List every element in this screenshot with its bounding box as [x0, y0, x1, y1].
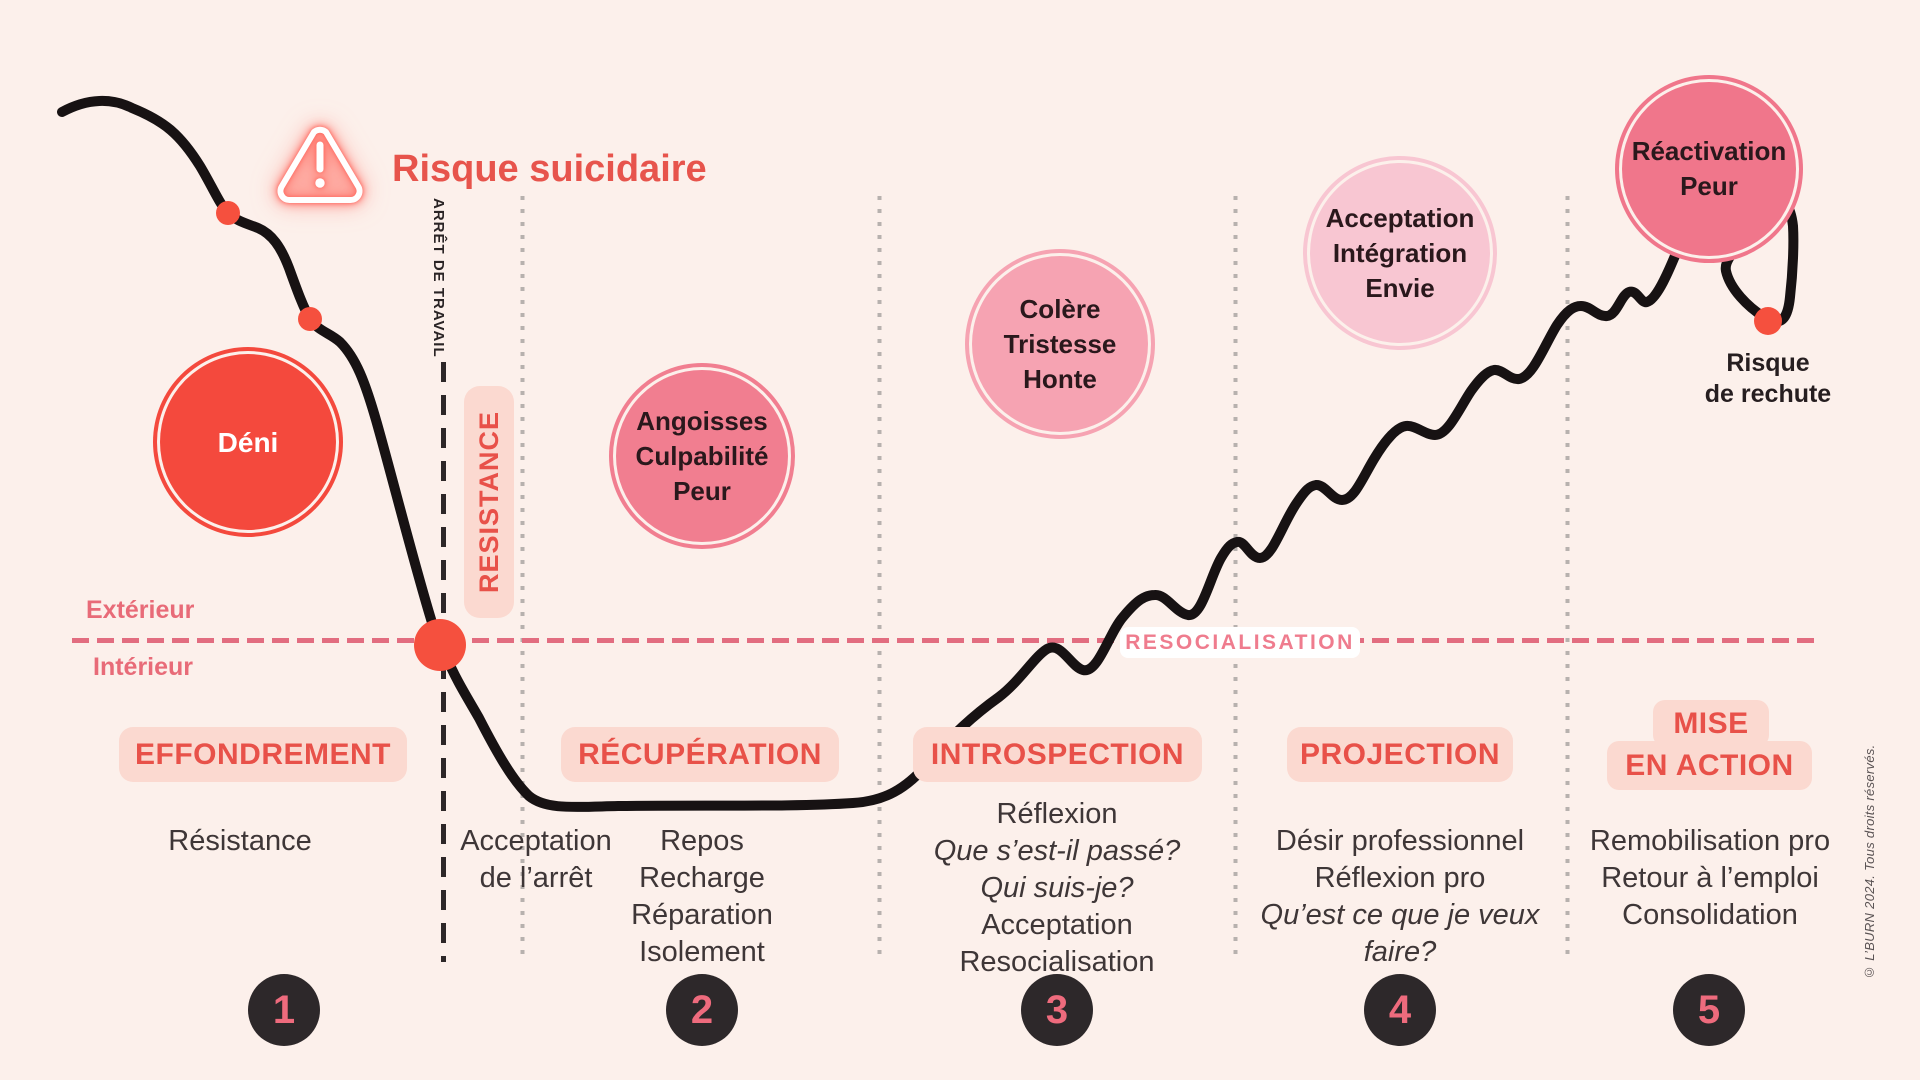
step-number-text: 3: [1045, 987, 1069, 1032]
phase-title: EN ACTION: [1625, 748, 1794, 782]
bubble-colere: Colère Tristesse Honte: [972, 256, 1148, 432]
suicide-risk-label: Risque suicidaire: [392, 148, 707, 190]
bubble-line: Peur: [673, 475, 731, 506]
desc-line: Retour à l’emploi: [1601, 862, 1819, 894]
step-number-text: 2: [690, 987, 714, 1032]
bubble-reactivation: Réactivation Peur: [1622, 82, 1796, 256]
step-number-5: 5: [1673, 974, 1745, 1046]
bubble-deni: Déni: [160, 354, 336, 530]
phase-pill-effondrement: EFFONDREMENT: [119, 727, 407, 782]
desc-line: Consolidation: [1622, 899, 1798, 931]
step-number-4: 4: [1364, 974, 1436, 1046]
bubble-line: Honte: [1023, 363, 1097, 394]
phase-title: PROJECTION: [1299, 737, 1501, 771]
step-number-1: 1: [248, 974, 320, 1046]
bubble-line: Envie: [1365, 272, 1435, 303]
step-number-2: 2: [666, 974, 738, 1046]
bubble-line: Intégration: [1332, 237, 1468, 268]
bubble-line: Tristesse: [1003, 328, 1117, 359]
phase-4-description: Désir professionnel Réflexion pro Qu’est…: [1245, 823, 1555, 971]
step-number-3: 3: [1021, 974, 1093, 1046]
desc-line: Réflexion pro: [1314, 862, 1486, 894]
bubble-line: Colère: [1019, 293, 1101, 324]
phase-title: INTROSPECTION: [930, 737, 1185, 771]
resistance-pill: RESISTANCE: [464, 386, 514, 618]
desc-line: Qu’est ce que je veux: [1260, 899, 1540, 931]
phase-2-description-left: Acceptation de l’arrêt: [436, 823, 636, 897]
bubble-acceptation: Acceptation Intégration Envie: [1310, 163, 1490, 343]
step-number-text: 5: [1697, 987, 1721, 1032]
relapse-line: de rechute: [1704, 380, 1832, 408]
curve-marker-dot-1: [216, 201, 240, 225]
resocialisation-band: RESOCIALISATION: [1120, 627, 1360, 658]
desc-line: Repos: [660, 825, 744, 857]
bubble-line: Peur: [1680, 171, 1738, 201]
curve-marker-dot-2: [298, 307, 322, 331]
bubble-line: Réactivation: [1631, 136, 1787, 166]
warning-triangle-icon: [277, 126, 363, 203]
desc-line: Recharge: [639, 862, 765, 894]
step-number-text: 1: [272, 987, 296, 1032]
desc-line: Réparation: [631, 899, 773, 931]
phase-pill-projection: PROJECTION: [1287, 727, 1513, 782]
phase-title: RÉCUPÉRATION: [578, 737, 822, 771]
phase-title: MISE: [1673, 706, 1749, 740]
desc-line: Resocialisation: [959, 946, 1155, 978]
desc-line: de l’arrêt: [479, 862, 593, 894]
resistance-label: RESISTANCE: [473, 410, 504, 594]
phase-3-description: Réflexion Que s’est-il passé? Qui suis-j…: [880, 796, 1234, 981]
phase-pill-mise: MISE: [1653, 700, 1769, 747]
phase-pill-introspection: INTROSPECTION: [913, 727, 1202, 782]
desc-line: Réflexion: [996, 798, 1118, 830]
desc-line: faire?: [1363, 936, 1437, 968]
bubble-angoisses: Angoisses Culpabilité Peur: [616, 370, 788, 542]
relapse-line: Risque: [1726, 349, 1810, 377]
collapse-crossing-dot: [414, 619, 466, 671]
desc-line: Acceptation: [981, 909, 1133, 941]
bubble-line: Culpabilité: [635, 440, 769, 471]
step-number-text: 4: [1388, 987, 1412, 1032]
desc-line: Désir professionnel: [1275, 825, 1525, 857]
phase-1-description: Résistance: [90, 823, 390, 860]
desc-line: Qui suis-je?: [980, 872, 1134, 904]
bubble-line: Acceptation: [1325, 202, 1475, 233]
bubble-line: Déni: [217, 426, 279, 458]
desc-line: Remobilisation pro: [1589, 825, 1831, 857]
desc-line: Résistance: [168, 825, 312, 857]
desc-line: Que s’est-il passé?: [933, 835, 1181, 867]
work-stoppage-label: ARRÊT DE TRAVAIL: [430, 198, 447, 358]
desc-line: Acceptation: [460, 825, 612, 857]
relapse-risk-dot: [1754, 307, 1782, 335]
relapse-risk-label: Risque de rechute: [1666, 348, 1870, 410]
phase-title: EFFONDREMENT: [135, 737, 391, 771]
copyright-notice: © L’BURN 2024. Tous droits réservés.: [1862, 744, 1877, 980]
resocialisation-label: RESOCIALISATION: [1125, 630, 1355, 654]
interior-label: Intérieur: [93, 653, 194, 681]
phase-2-description-right: Repos Recharge Réparation Isolement: [600, 823, 804, 971]
exterior-label: Extérieur: [86, 596, 195, 624]
phase-5-description: Remobilisation pro Retour à l’emploi Con…: [1554, 823, 1866, 934]
phase-pill-recuperation: RÉCUPÉRATION: [561, 727, 839, 782]
bubble-line: Angoisses: [636, 405, 768, 436]
desc-line: Isolement: [639, 936, 765, 968]
phase-pill-en-action: EN ACTION: [1607, 741, 1812, 790]
